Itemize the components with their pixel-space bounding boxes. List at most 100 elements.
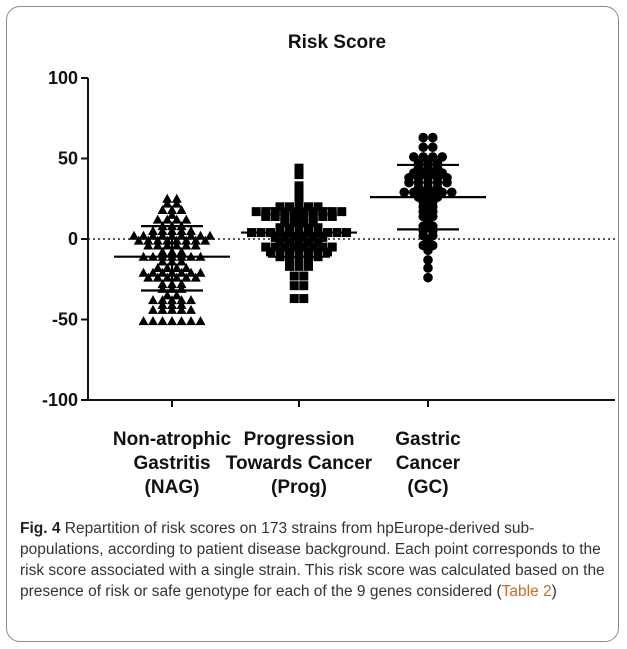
nag-point	[176, 295, 187, 305]
nag-point	[138, 267, 149, 277]
prog-point	[289, 211, 299, 221]
prog-point	[280, 211, 290, 221]
nag-point	[171, 262, 182, 272]
x-category-label-line: Non-atrophic	[113, 429, 232, 450]
caption-label: Fig. 4	[20, 520, 61, 537]
x-category-label-line: Progression	[244, 429, 355, 450]
nag-point	[171, 214, 182, 224]
gc-point	[423, 263, 433, 273]
nag-point	[157, 225, 168, 235]
nag-point	[195, 316, 206, 326]
x-category-label-line: Cancer	[396, 453, 461, 474]
prog-point	[289, 232, 299, 242]
prog-point	[266, 247, 275, 257]
gc-point	[427, 142, 438, 153]
nag-point	[186, 225, 196, 235]
nag-point	[190, 235, 201, 245]
nag-point	[176, 225, 187, 235]
chart-title: Risk Score	[288, 32, 386, 53]
prog-point	[299, 242, 309, 252]
nag-point	[171, 272, 182, 282]
nag-point	[157, 316, 168, 326]
nag-point	[176, 246, 187, 256]
prog-point	[304, 223, 313, 233]
prog-point	[270, 211, 280, 221]
gc-point	[418, 142, 429, 153]
gc-point	[399, 187, 410, 198]
nag-point	[152, 272, 163, 282]
gc-point	[423, 272, 433, 283]
prog-point	[299, 281, 309, 291]
nag-point	[148, 304, 158, 314]
prog-point	[275, 247, 285, 257]
gc-point	[427, 152, 438, 162]
nag-point	[152, 214, 163, 224]
prog-point	[308, 232, 318, 242]
prog-point	[327, 211, 337, 221]
gc-point	[446, 187, 457, 198]
prog-point	[299, 271, 309, 281]
gc-point	[437, 152, 448, 162]
nag-point	[186, 295, 196, 305]
gc-point	[423, 255, 433, 265]
prog-point	[294, 191, 304, 201]
gc-point	[418, 132, 429, 143]
nag-point	[138, 230, 149, 240]
nag-point	[162, 290, 173, 300]
nag-point	[157, 205, 168, 215]
prog-point	[299, 294, 309, 304]
nag-point	[162, 214, 173, 224]
nag-point	[171, 198, 182, 208]
nag-point	[176, 205, 187, 215]
prog-point	[294, 257, 304, 267]
nag-point	[176, 279, 187, 289]
prog-point	[299, 218, 309, 228]
prog-point	[294, 181, 304, 191]
nag-point	[181, 272, 192, 282]
prog-point	[285, 257, 294, 267]
prog-point	[304, 261, 313, 271]
prog-point	[308, 211, 318, 221]
nag-point	[167, 205, 177, 215]
prog-point	[285, 237, 294, 247]
nag-point	[148, 267, 158, 277]
x-category-label-line: (Prog)	[271, 477, 327, 498]
nag-point	[181, 235, 192, 245]
prog-point	[337, 207, 347, 217]
y-tick-label: 100	[48, 68, 78, 88]
prog-point	[285, 202, 294, 212]
prog-point	[289, 281, 299, 291]
nag-point	[195, 230, 206, 240]
prog-point	[294, 202, 304, 212]
nag-point	[181, 262, 192, 272]
prog-point	[313, 202, 323, 212]
prog-point	[270, 232, 280, 242]
prog-point	[289, 271, 299, 281]
nag-point	[171, 240, 182, 250]
table-reference-link[interactable]: Table 2	[501, 583, 552, 600]
axes: -100 -50 0 50 100	[42, 68, 615, 410]
nag-point	[167, 304, 177, 314]
nag-point	[162, 262, 173, 272]
prog-point	[308, 207, 318, 217]
x-category-label-line: Towards Cancer	[226, 453, 373, 474]
prog-point	[285, 261, 294, 271]
prog-point	[318, 232, 328, 242]
y-tick-label: -50	[52, 310, 78, 330]
nag-point	[186, 316, 196, 326]
prog-point	[318, 211, 328, 221]
nag-point	[148, 316, 158, 326]
nag-point	[138, 316, 149, 326]
nag-point	[143, 235, 154, 245]
nag-point	[152, 262, 163, 272]
nag-point	[190, 240, 201, 250]
prog-point	[294, 261, 304, 271]
nag-point	[181, 214, 192, 224]
prog-point	[294, 195, 304, 205]
prog-point	[275, 202, 285, 212]
prog-point	[299, 232, 309, 242]
nag-point	[157, 300, 168, 310]
prog-point	[308, 218, 318, 228]
prog-point	[289, 294, 299, 304]
nag-point	[143, 240, 154, 250]
